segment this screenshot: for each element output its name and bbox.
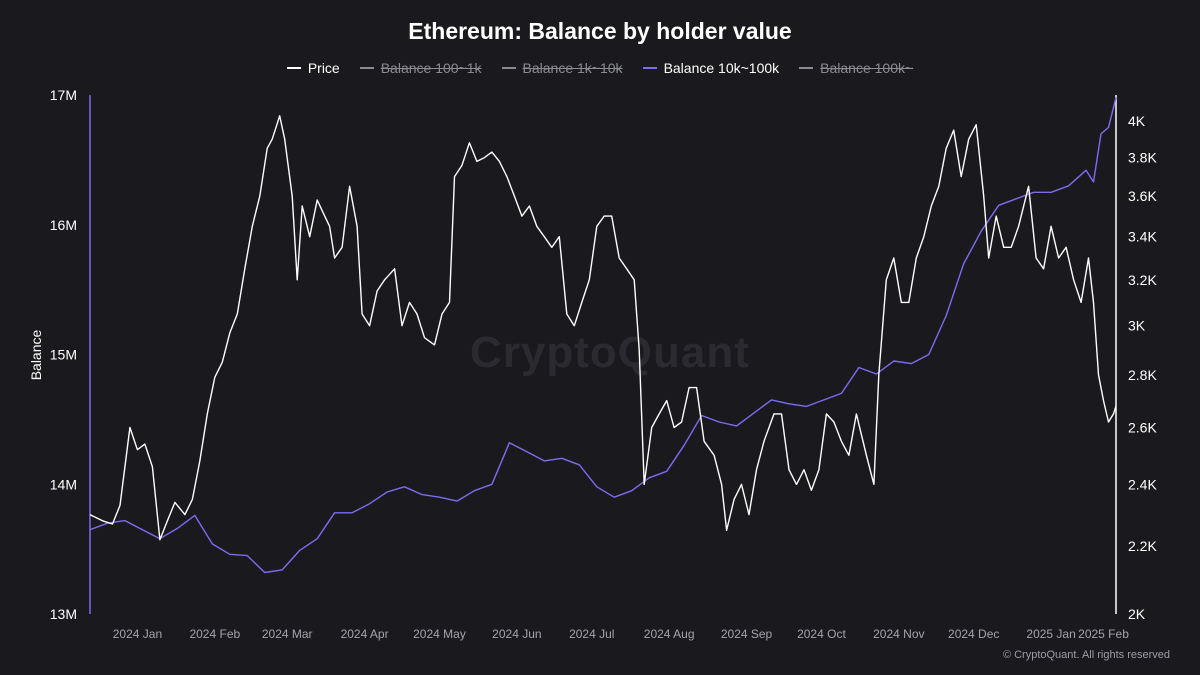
y-right-tick-label: 3.2K xyxy=(1128,272,1157,288)
legend-label: Balance 10k~100k xyxy=(663,60,780,76)
y-right-tick-label: 3.6K xyxy=(1128,188,1157,204)
legend-label: Price xyxy=(307,60,340,76)
series-line-balance-10k-100k xyxy=(89,97,1117,574)
legend-swatch-icon xyxy=(642,67,657,69)
legend-swatch-icon xyxy=(359,67,374,69)
x-tick-label: 2024 Dec xyxy=(948,627,999,641)
x-tick-label: 2025 Jan xyxy=(1026,627,1075,641)
legend-item-balance-100k[interactable]: Balance 100k~ xyxy=(799,60,913,76)
y-right-tick-label: 2.2K xyxy=(1128,538,1157,554)
x-tick-label: 2024 Sep xyxy=(721,627,773,641)
x-tick-label: 2024 May xyxy=(413,627,466,641)
y-right-tick-label: 3.4K xyxy=(1128,229,1157,245)
x-tick-label: 2024 Feb xyxy=(189,627,240,641)
x-tick-label: 2024 Apr xyxy=(341,627,389,641)
x-tick-label: 2024 Jul xyxy=(569,627,614,641)
legend-swatch-icon xyxy=(286,67,301,69)
legend-label: Balance 100~1k xyxy=(380,60,482,76)
y-left-tick-label: 14M xyxy=(50,476,77,492)
y-left-tick-label: 17M xyxy=(50,87,77,103)
legend-swatch-icon xyxy=(501,67,516,69)
y-axis-label-left: Balance xyxy=(28,329,44,381)
y-right-tick-label: 3.8K xyxy=(1128,150,1157,166)
y-left-tick-label: 16M xyxy=(50,217,77,233)
x-tick-label: 2024 Oct xyxy=(797,627,846,641)
y-right-tick-label: 2.6K xyxy=(1128,419,1157,435)
y-right-tick-label: 3K xyxy=(1128,318,1146,334)
y-right-tick-label: 2K xyxy=(1128,606,1146,622)
x-tick-label: 2025 Feb xyxy=(1078,627,1129,641)
y-right-tick-label: 4K xyxy=(1128,113,1146,129)
x-tick-label: 2024 Jan xyxy=(113,627,162,641)
x-tick-label: 2024 Nov xyxy=(873,627,924,641)
y-left-tick-label: 13M xyxy=(50,606,77,622)
legend-label: Balance 100k~ xyxy=(820,60,914,76)
legend-item-balance-1k-10k[interactable]: Balance 1k~10k xyxy=(501,60,623,76)
chart-legend: Price Balance 100~1k Balance 1k~10k Bala… xyxy=(0,60,1200,76)
y-right-tick-label: 2.8K xyxy=(1128,367,1157,383)
legend-label: Balance 1k~10k xyxy=(522,60,623,76)
legend-item-balance-10k-100k[interactable]: Balance 10k~100k xyxy=(642,60,780,76)
legend-item-balance-100-1k[interactable]: Balance 100~1k xyxy=(359,60,482,76)
legend-swatch-icon xyxy=(799,67,814,69)
x-tick-label: 2024 Mar xyxy=(262,627,313,641)
series-line-price xyxy=(89,115,1117,541)
copyright-credit: © CryptoQuant. All rights reserved xyxy=(1002,649,1170,661)
x-tick-label: 2024 Jun xyxy=(492,627,541,641)
y-right-tick-label: 2.4K xyxy=(1128,476,1157,492)
x-tick-label: 2024 Aug xyxy=(644,627,695,641)
y-left-tick-label: 15M xyxy=(50,347,77,363)
legend-item-price[interactable]: Price xyxy=(286,60,340,76)
chart-title: Ethereum: Balance by holder value xyxy=(408,18,792,44)
